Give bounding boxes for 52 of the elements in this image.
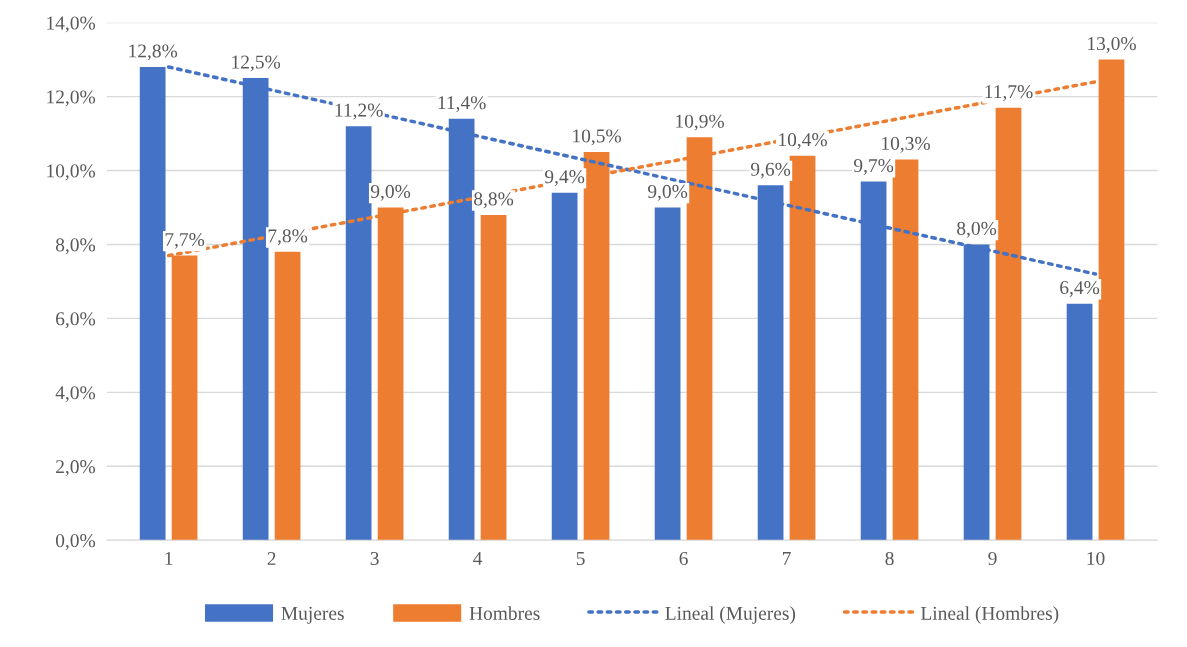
data-label: 9,4% xyxy=(544,170,585,187)
x-tick-label: 7 xyxy=(782,552,791,565)
y-tick-label: 2,0% xyxy=(56,460,96,477)
data-label: 6,4% xyxy=(1060,281,1100,297)
bar xyxy=(480,214,507,541)
bar xyxy=(1066,303,1093,541)
y-tick-label: 6,0% xyxy=(56,312,96,329)
x-tick-label: 8 xyxy=(885,551,894,566)
y-tick-label: 0,0% xyxy=(55,534,96,550)
x-tick-label: 10 xyxy=(1087,551,1105,566)
bar xyxy=(892,159,919,541)
data-label: 11,4% xyxy=(438,96,486,113)
data-label: 7,8% xyxy=(268,229,308,246)
legend-label: Hombres xyxy=(469,606,540,620)
data-label: 8,8% xyxy=(474,192,514,209)
x-tick-label: 5 xyxy=(576,552,585,566)
x-tick-label: 2 xyxy=(267,551,276,565)
bar xyxy=(654,207,681,541)
legend-label: Lineal (Hombres) xyxy=(920,606,1059,624)
data-label: 7,7% xyxy=(165,232,205,249)
legend-label: Mujeres xyxy=(281,606,344,624)
bar xyxy=(274,251,301,541)
data-label: 9,6% xyxy=(750,162,791,179)
data-label: 10,4% xyxy=(779,133,827,150)
data-label: 10,9% xyxy=(676,114,724,131)
x-tick-label: 1 xyxy=(165,552,173,565)
data-label: 10,3% xyxy=(882,136,930,153)
data-label: 12,8% xyxy=(129,44,178,61)
y-tick-label: 4,0% xyxy=(55,386,96,403)
x-tick-label: 9 xyxy=(988,551,997,566)
y-tick-label: 12,0% xyxy=(47,90,96,107)
bar xyxy=(345,126,372,541)
bar xyxy=(1098,59,1125,541)
data-label: 10,5% xyxy=(573,129,621,146)
y-tick-label: 14,0% xyxy=(47,16,96,33)
x-tick-label: 6 xyxy=(679,551,688,566)
x-tick-label: 3 xyxy=(370,551,379,566)
legend-label: Lineal (Mujeres) xyxy=(665,606,796,624)
bar xyxy=(995,107,1022,541)
data-label: 8,0% xyxy=(957,221,997,238)
y-tick-label: 10,0% xyxy=(47,164,96,181)
data-label: 9,7% xyxy=(853,158,894,175)
bar xyxy=(551,192,578,541)
y-tick-label: 8,0% xyxy=(55,238,96,255)
data-label: 9,0% xyxy=(370,184,411,201)
data-label: 9,0% xyxy=(647,184,688,201)
data-label: 13,0% xyxy=(1088,36,1136,53)
x-tick-label: 4 xyxy=(473,552,483,565)
data-label: 11,2% xyxy=(335,103,383,120)
bar xyxy=(789,155,816,541)
data-label: 12,5% xyxy=(232,55,281,72)
data-label: 11,7% xyxy=(985,85,1033,101)
